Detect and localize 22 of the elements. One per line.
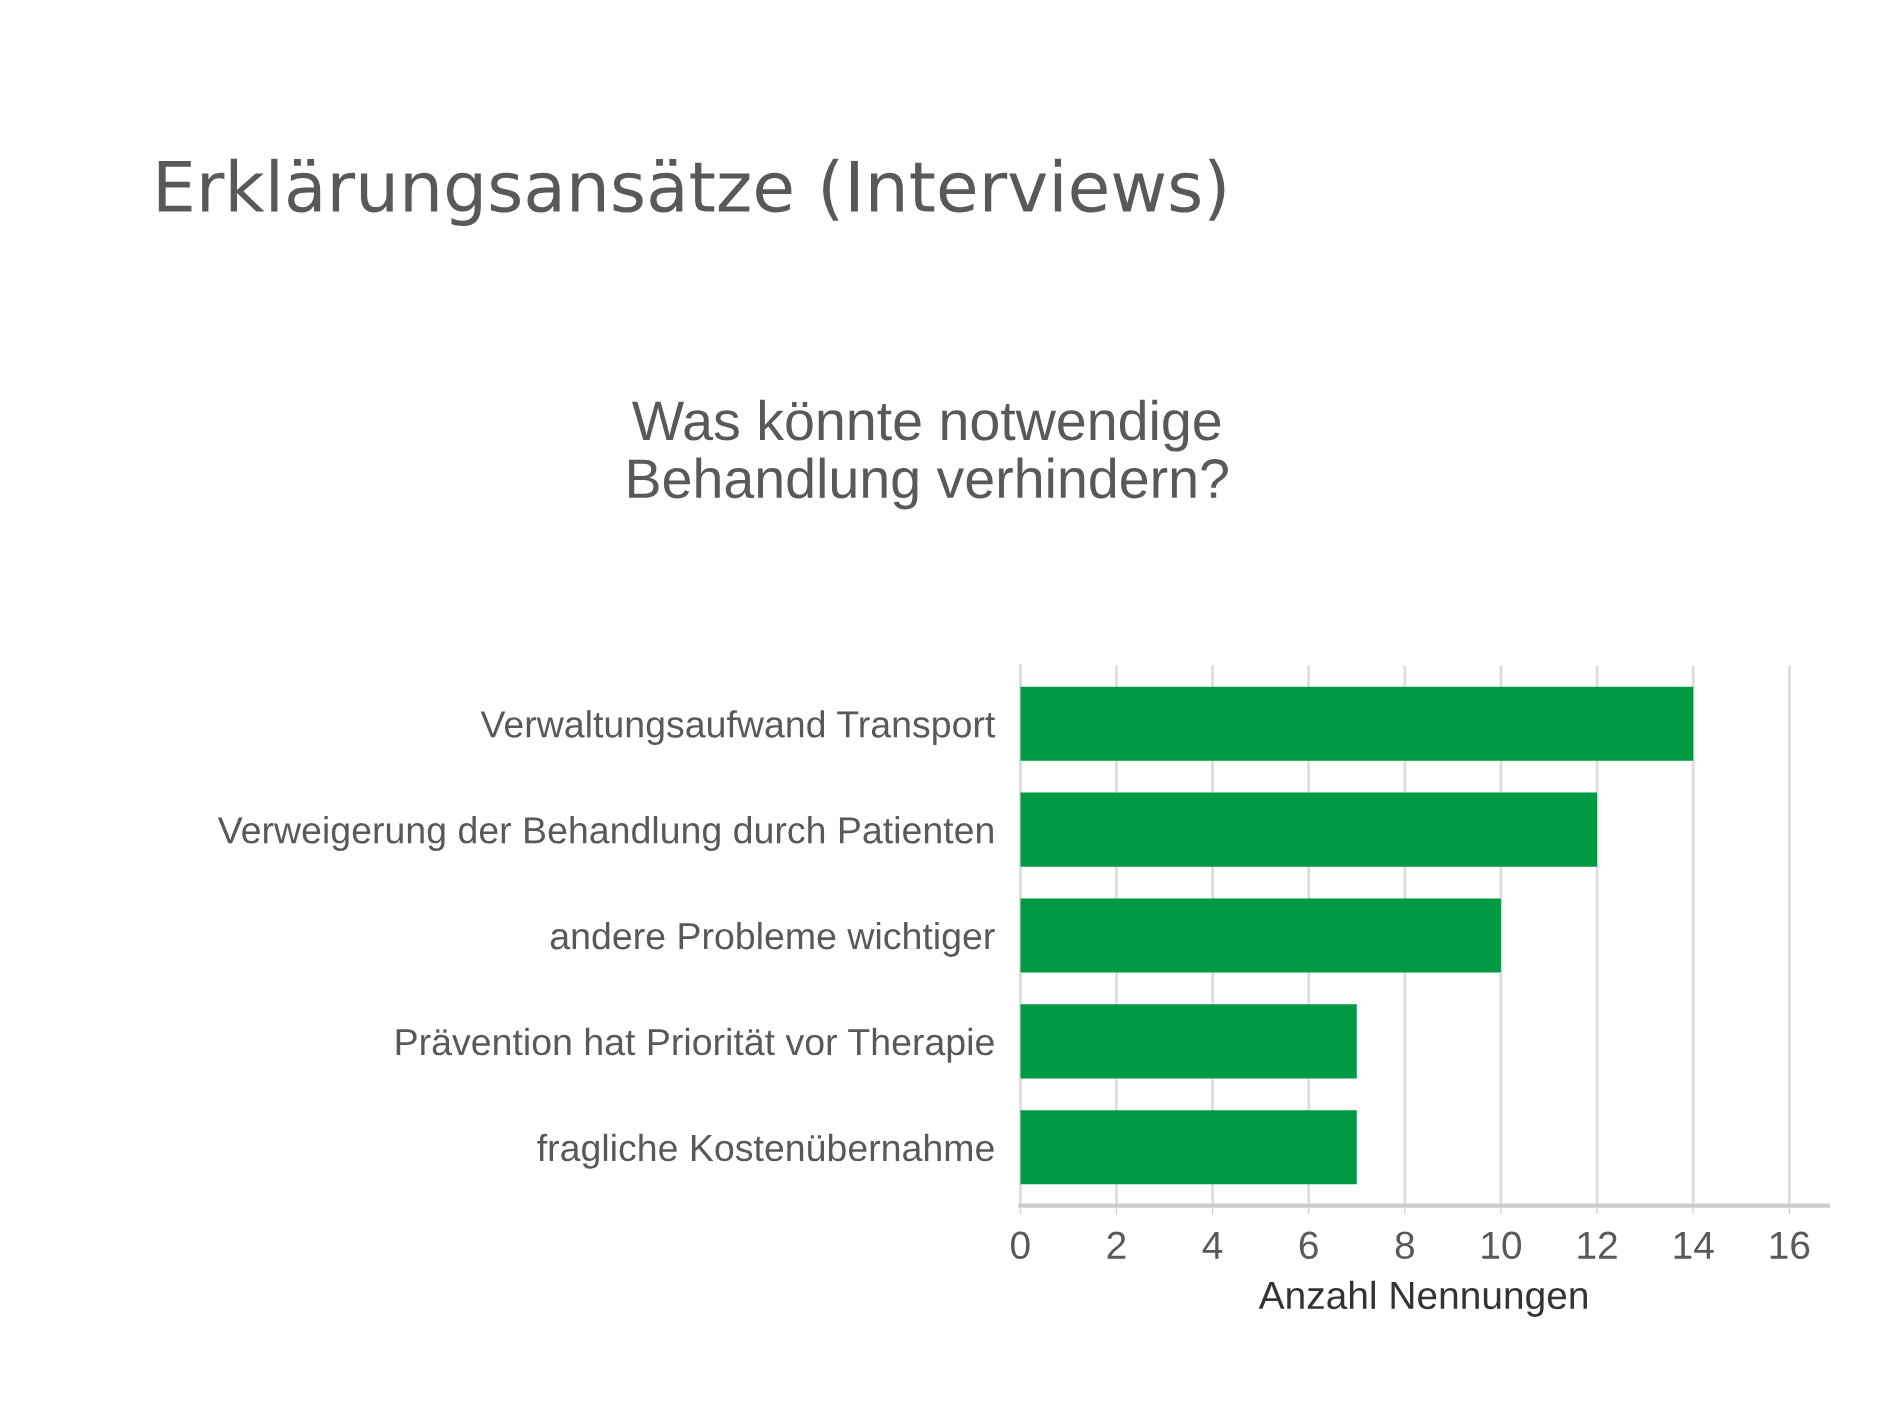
chart-title: Erklärungsansätze (Interviews) bbox=[158, 158, 1225, 226]
x-tick-label: 0 bbox=[1011, 1231, 1030, 1260]
chart-subtitle: Was könnte notwendige Behandlung verhindern? bbox=[629, 399, 1228, 510]
x-tick-label: 6 bbox=[1299, 1231, 1318, 1260]
y-tick-label: andere Probleme wichtiger bbox=[550, 921, 995, 957]
x-tick-label: 2 bbox=[1107, 1231, 1126, 1259]
x-tick-label: 8 bbox=[1395, 1231, 1414, 1260]
bar bbox=[1020, 1110, 1357, 1185]
bar bbox=[1020, 1004, 1357, 1079]
x-tick-label: 12 bbox=[1578, 1231, 1617, 1259]
bar bbox=[1020, 792, 1598, 867]
y-tick-label: fragliche Kostenübernahme bbox=[537, 1133, 994, 1169]
x-tick-label: 14 bbox=[1674, 1231, 1714, 1259]
bar bbox=[1020, 898, 1501, 973]
bar bbox=[1020, 686, 1694, 761]
y-tick-label: Verweigerung der Behandlung durch Patienten bbox=[217, 816, 993, 851]
x-tick-label: 4 bbox=[1202, 1231, 1223, 1259]
y-tick-label: Prävention hat Priorität vor Therapie bbox=[396, 1027, 994, 1063]
y-tick-label: Verwaltungsaufwand Transport bbox=[480, 710, 996, 746]
x-tick-label: 10 bbox=[1482, 1231, 1522, 1260]
x-axis-title: Anzahl Nennungen bbox=[1258, 1280, 1587, 1317]
x-tick-label: 16 bbox=[1770, 1231, 1810, 1260]
